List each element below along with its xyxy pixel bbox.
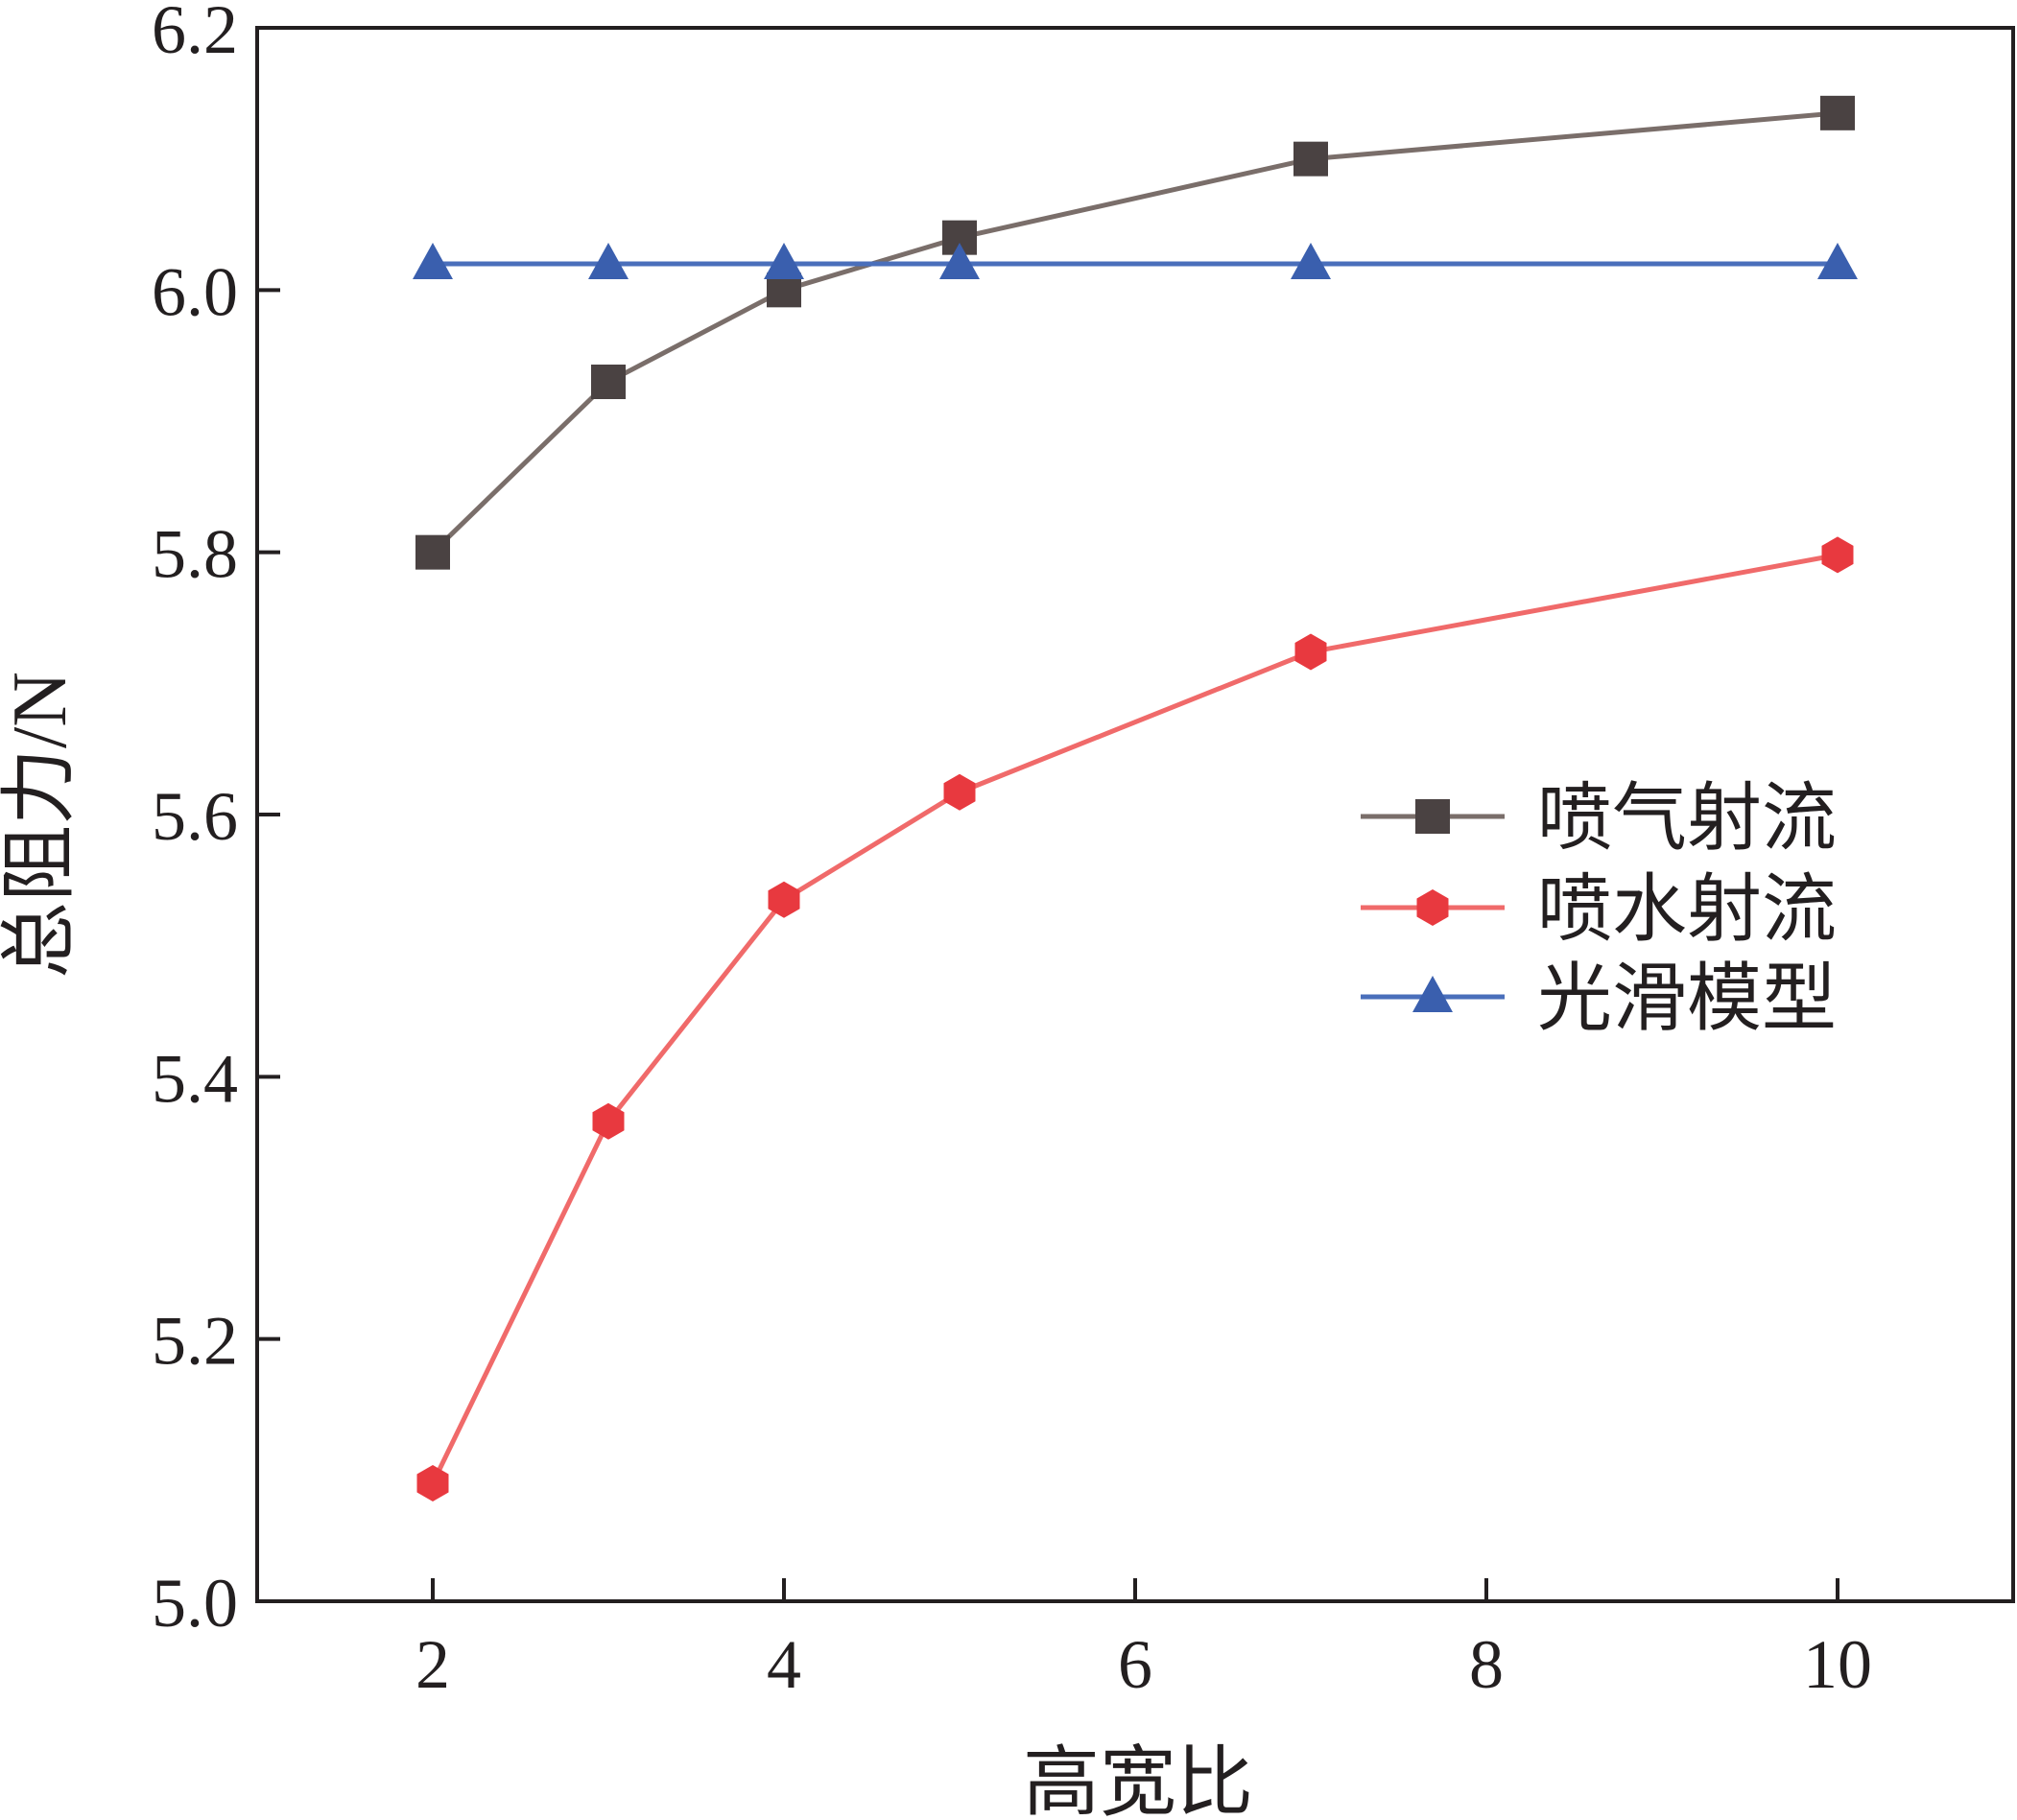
legend-item: 喷水射流	[1361, 867, 1837, 951]
marker-triangle	[413, 243, 453, 279]
marker-square	[1293, 141, 1328, 177]
y-axis-label: 总阻力/N	[0, 672, 83, 979]
y-tick-label: 5.4	[152, 1040, 238, 1117]
series-hexagon	[416, 536, 1854, 1501]
marker-triangle	[1412, 976, 1453, 1012]
x-tick-label: 2	[415, 1626, 450, 1703]
x-tick-label: 8	[1469, 1626, 1504, 1703]
legend-label: 喷水射流	[1537, 867, 1837, 951]
legend-label: 喷气射流	[1537, 776, 1837, 860]
x-axis-label: 高宽比	[1023, 1741, 1253, 1820]
x-tick-label: 6	[1118, 1626, 1152, 1703]
marker-triangle	[1817, 243, 1858, 279]
y-tick-label: 5.2	[152, 1303, 238, 1380]
marker-square	[591, 365, 626, 399]
y-tick-label: 6.0	[152, 253, 238, 330]
marker-hexagon	[943, 773, 976, 811]
series-square	[415, 95, 1855, 570]
y-tick-label: 5.8	[152, 516, 238, 593]
y-tick-label: 6.2	[152, 0, 238, 68]
marker-square	[1415, 799, 1450, 834]
marker-hexagon	[1416, 889, 1449, 926]
legend-item: 光滑模型	[1361, 957, 1837, 1040]
series-line	[431, 110, 1839, 555]
marker-square	[415, 534, 450, 570]
marker-triangle	[588, 243, 629, 279]
x-tick-label: 4	[767, 1626, 801, 1703]
marker-hexagon	[592, 1102, 625, 1140]
series-line	[430, 552, 1839, 1485]
series-triangle	[413, 243, 1858, 279]
y-tick-label: 5.0	[152, 1565, 238, 1642]
marker-triangle	[764, 243, 804, 279]
marker-hexagon	[416, 1465, 449, 1501]
y-tick-label: 5.6	[152, 778, 238, 855]
marker-triangle	[939, 243, 980, 279]
x-tick-label: 10	[1803, 1626, 1872, 1703]
legend-label: 光滑模型	[1537, 957, 1837, 1040]
legend-item: 喷气射流	[1361, 776, 1837, 860]
marker-hexagon	[1294, 633, 1327, 671]
marker-hexagon	[768, 881, 800, 918]
marker-hexagon	[1821, 536, 1854, 574]
marker-square	[1820, 95, 1855, 130]
marker-triangle	[1291, 243, 1331, 279]
